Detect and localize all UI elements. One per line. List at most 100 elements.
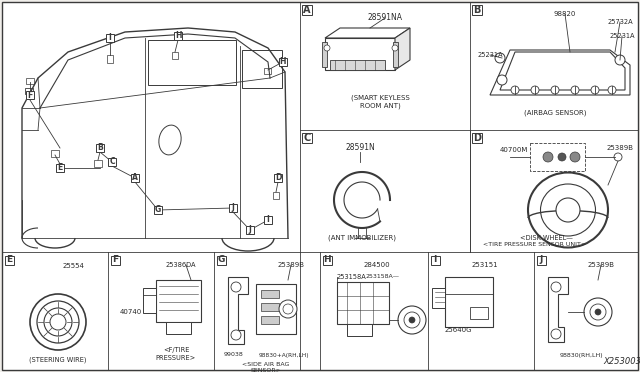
Text: J: J: [232, 203, 234, 212]
Text: J: J: [540, 256, 543, 264]
Circle shape: [398, 306, 426, 334]
Bar: [172, 52, 178, 59]
Text: I: I: [433, 256, 436, 264]
Bar: [322, 42, 327, 67]
Polygon shape: [228, 277, 248, 344]
Circle shape: [558, 153, 566, 161]
Bar: [94, 160, 102, 167]
Bar: [216, 256, 225, 264]
Text: D: D: [473, 133, 481, 143]
Bar: [174, 32, 182, 40]
Text: C: C: [109, 157, 115, 167]
Bar: [347, 324, 372, 336]
Text: H: H: [175, 32, 181, 41]
Text: J: J: [248, 225, 252, 234]
Circle shape: [497, 75, 507, 85]
Bar: [256, 284, 296, 334]
Bar: [274, 174, 282, 182]
Text: 25640G: 25640G: [445, 327, 472, 333]
Bar: [472, 133, 482, 143]
Text: (STEERING WIRE): (STEERING WIRE): [29, 357, 87, 363]
Text: X253003P: X253003P: [604, 357, 640, 366]
Bar: [445, 277, 493, 327]
Text: 25389B: 25389B: [588, 262, 614, 268]
Bar: [393, 42, 398, 67]
Bar: [530, 143, 585, 171]
Text: G: G: [155, 205, 161, 215]
Text: 40740: 40740: [120, 309, 142, 315]
Text: ROOM ANT): ROOM ANT): [360, 103, 401, 109]
Bar: [107, 55, 113, 63]
Bar: [96, 144, 104, 152]
Text: F: F: [28, 90, 33, 99]
Bar: [154, 206, 162, 214]
Circle shape: [324, 45, 330, 51]
Circle shape: [551, 329, 561, 339]
Bar: [229, 204, 237, 212]
Text: 28591N: 28591N: [345, 144, 375, 153]
Bar: [25, 88, 33, 94]
Text: 99038: 99038: [224, 353, 244, 357]
Text: 25389B: 25389B: [278, 262, 305, 268]
Bar: [470, 307, 488, 319]
Bar: [261, 303, 279, 311]
Circle shape: [231, 330, 241, 340]
Bar: [431, 256, 440, 264]
Circle shape: [551, 86, 559, 94]
Text: B: B: [474, 5, 481, 15]
Text: 40700M: 40700M: [500, 147, 529, 153]
Circle shape: [44, 308, 72, 336]
Text: A: A: [132, 173, 138, 183]
Circle shape: [614, 153, 622, 161]
Text: 25231A: 25231A: [477, 52, 503, 58]
Text: E: E: [6, 256, 12, 264]
Text: I: I: [109, 33, 111, 42]
Circle shape: [543, 152, 553, 162]
Bar: [273, 192, 279, 199]
Text: SENSOR>: SENSOR>: [251, 369, 282, 372]
Text: (SMART KEYLESS: (SMART KEYLESS: [351, 95, 410, 101]
Circle shape: [551, 282, 561, 292]
Bar: [148, 40, 236, 85]
Bar: [131, 174, 139, 182]
Bar: [4, 256, 13, 264]
Circle shape: [595, 309, 601, 315]
Circle shape: [531, 86, 539, 94]
Bar: [26, 91, 34, 99]
Polygon shape: [325, 28, 410, 38]
Bar: [156, 280, 201, 322]
Text: I: I: [267, 215, 269, 224]
Text: 25389B: 25389B: [607, 145, 634, 151]
Bar: [261, 316, 279, 324]
Text: 284500: 284500: [364, 262, 390, 268]
Circle shape: [50, 314, 66, 330]
Circle shape: [409, 317, 415, 323]
Circle shape: [556, 198, 580, 222]
Polygon shape: [548, 277, 568, 342]
Text: G: G: [218, 256, 225, 264]
Circle shape: [283, 304, 293, 314]
Bar: [337, 282, 389, 324]
Circle shape: [571, 86, 579, 94]
Bar: [302, 133, 312, 143]
Circle shape: [591, 86, 599, 94]
Bar: [264, 68, 271, 74]
Text: (AIRBAG SENSOR): (AIRBAG SENSOR): [524, 110, 586, 116]
Ellipse shape: [159, 125, 181, 155]
Text: 253158A—: 253158A—: [365, 275, 399, 279]
Polygon shape: [500, 52, 625, 90]
Bar: [111, 256, 120, 264]
Bar: [536, 256, 545, 264]
Text: C: C: [303, 133, 310, 143]
Circle shape: [584, 298, 612, 326]
Bar: [472, 5, 482, 15]
Text: H: H: [323, 256, 331, 264]
Bar: [56, 164, 64, 172]
Bar: [143, 288, 156, 313]
Text: 25386DA: 25386DA: [166, 262, 196, 268]
Bar: [323, 256, 332, 264]
Circle shape: [511, 86, 519, 94]
Text: F: F: [112, 256, 118, 264]
Text: 98830+A(RH,LH): 98830+A(RH,LH): [259, 353, 309, 357]
Text: <DISK WHEEL—: <DISK WHEEL—: [520, 235, 573, 241]
